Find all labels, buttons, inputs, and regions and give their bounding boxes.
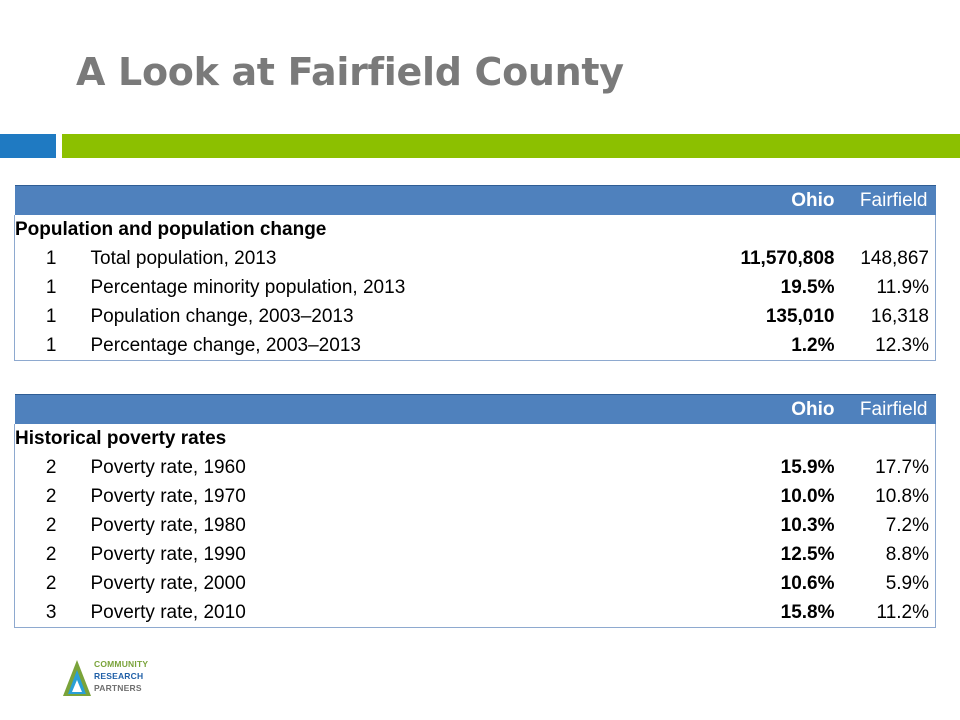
section-title: Population and population change [14, 215, 841, 244]
column-header-ohio: Ohio [702, 185, 841, 215]
row-number: 1 [14, 331, 71, 361]
fairfield-value: 11.9% [840, 273, 936, 302]
ohio-value: 1.2% [702, 331, 841, 361]
row-label: Percentage change, 2003–2013 [70, 331, 703, 361]
row-number: 2 [14, 569, 71, 598]
logo-line-research: RESEARCH [94, 671, 144, 681]
row-number: 1 [14, 244, 71, 273]
section-header: Historical poverty rates [14, 424, 936, 453]
row-label: Poverty rate, 1970 [90, 486, 246, 507]
table-row: 2 Poverty rate, 1970 10.0% 10.8% [14, 482, 936, 511]
row-number: 2 [14, 540, 71, 569]
row-label: Poverty rate, 1980 [90, 515, 246, 536]
table-header: Ohio Fairfield [14, 394, 936, 424]
fairfield-value: 17.7% [840, 453, 936, 482]
fairfield-value: 7.2% [840, 511, 936, 540]
fairfield-value: 8.8% [840, 540, 936, 569]
table-row: 1 Percentage minority population, 2013 19.… [14, 273, 936, 302]
column-header-ohio: Ohio [702, 394, 841, 424]
ohio-value: 15.8% [702, 598, 841, 628]
fairfield-value: 5.9% [840, 569, 936, 598]
row-label: Poverty rate, 2010 [70, 598, 703, 628]
community-research-partners-logo: COMMUNITY RESEARCH PARTNERS [62, 656, 202, 702]
accent-bar-green [62, 134, 960, 158]
table-row: 1 Percentage change, 2003–2013 1.2% 12.3% [14, 331, 936, 361]
row-label: Population change, 2003–2013 [90, 306, 354, 327]
fairfield-value: 12.3% [840, 331, 936, 361]
fairfield-value: 148,867 [840, 244, 936, 273]
ohio-value: 12.5% [780, 544, 835, 565]
table-row: 1 Total population, 2013 11,570,808 148,867 [14, 244, 936, 273]
column-header-fairfield: Fairfield [840, 185, 936, 215]
row-number: 1 [14, 302, 71, 331]
fairfield-value: 11.2% [840, 598, 936, 628]
row-number: 2 [14, 453, 71, 482]
table-row: 1 Population change, 2003–2013 135,010 16,3… [14, 302, 936, 331]
row-number: 3 [14, 598, 71, 628]
accent-bar-blue [0, 134, 56, 158]
ohio-value: 10.0% [780, 486, 835, 507]
population-table: Ohio Fairfield Population and population… [14, 185, 936, 361]
ohio-value: 19.5% [780, 277, 835, 298]
fairfield-value: 10.8% [840, 482, 936, 511]
section-header: Population and population change [14, 215, 936, 244]
ohio-value: 10.6% [780, 573, 835, 594]
logo-line-partners: PARTNERS [94, 683, 142, 693]
ohio-value: 10.3% [780, 515, 835, 536]
logo-mark-icon [63, 660, 91, 696]
table-row: 3 Poverty rate, 2010 15.8% 11.2% [14, 598, 936, 628]
table-row: 2 Poverty rate, 1960 15.9% 17.7% [14, 453, 936, 482]
table-row: 2 Poverty rate, 1990 12.5% 8.8% [14, 540, 936, 569]
row-number: 2 [14, 511, 71, 540]
ohio-value: 135,010 [765, 306, 835, 327]
row-label: Poverty rate, 1960 [90, 457, 246, 478]
fairfield-value: 16,318 [840, 302, 936, 331]
row-label: Poverty rate, 2000 [90, 573, 246, 594]
ohio-value: 11,570,808 [740, 248, 835, 269]
logo-line-community: COMMUNITY [94, 659, 149, 669]
poverty-table: Ohio Fairfield Historical poverty rates … [14, 394, 936, 628]
table-header: Ohio Fairfield [14, 185, 936, 215]
section-title: Historical poverty rates [14, 424, 841, 453]
ohio-value: 15.9% [780, 457, 835, 478]
table-row: 2 Poverty rate, 1980 10.3% 7.2% [14, 511, 936, 540]
row-label: Total population, 2013 [90, 248, 277, 269]
row-label: Percentage minority population, 2013 [90, 277, 406, 298]
page-title: A Look at Fairfield County [76, 50, 624, 94]
row-number: 1 [14, 273, 71, 302]
row-label: Poverty rate, 1990 [90, 544, 246, 565]
row-number: 2 [14, 482, 71, 511]
column-header-fairfield: Fairfield [840, 394, 936, 424]
table-row: 2 Poverty rate, 2000 10.6% 5.9% [14, 569, 936, 598]
